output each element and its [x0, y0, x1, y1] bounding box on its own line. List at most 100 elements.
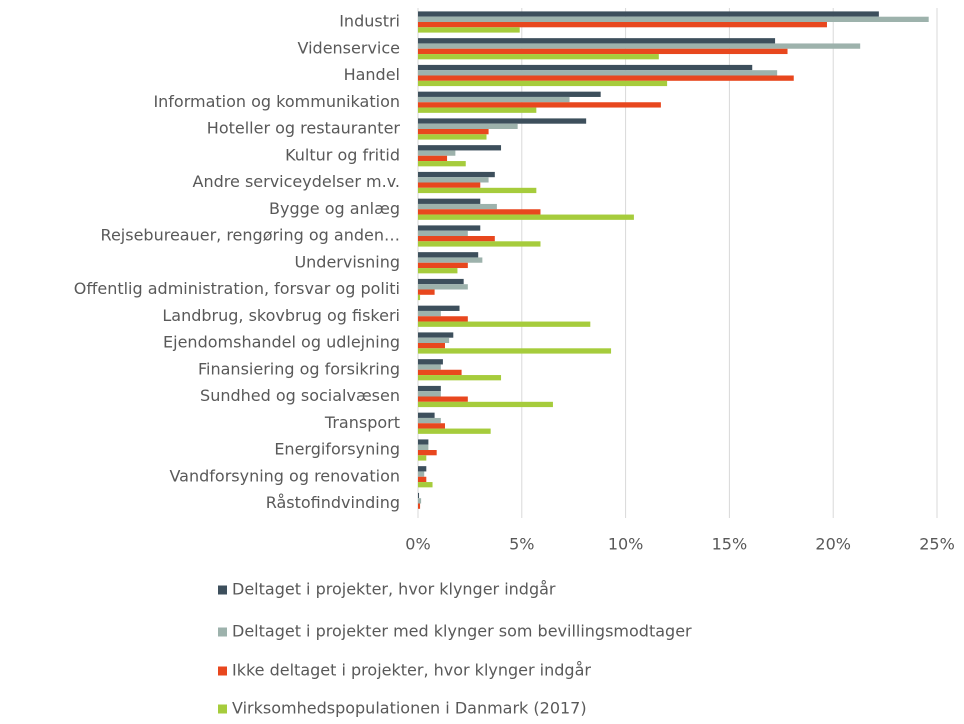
y-tick-label: Kultur og fritid [285, 145, 400, 164]
bar [418, 396, 468, 402]
bar [418, 177, 489, 183]
bar [418, 428, 491, 434]
x-tick-label: 15% [712, 535, 748, 554]
bar [418, 236, 495, 242]
bar [418, 417, 441, 424]
bar [418, 262, 468, 269]
bar [418, 348, 612, 354]
bar [418, 171, 495, 178]
x-tick-label: 0% [405, 535, 430, 554]
y-tick-label: Offentlig administration, forsvar og pol… [74, 279, 400, 298]
bar [418, 134, 487, 140]
bar [418, 503, 421, 509]
y-tick-label: Ejendomshandel og udlejning [163, 333, 400, 352]
bar [418, 182, 481, 188]
bar [418, 38, 776, 44]
legend-label: Ikke deltaget i projekter, hvor klynger … [232, 661, 591, 680]
bar [418, 466, 427, 472]
bar [418, 476, 427, 483]
bar [418, 412, 435, 418]
legend-swatch [218, 666, 227, 676]
bar [418, 145, 502, 151]
bar [418, 482, 433, 488]
bar [418, 91, 601, 97]
y-tick-label: Bygge og anlæg [269, 199, 400, 218]
y-tick-label: Sundhed og socialvæsen [200, 386, 400, 405]
bar [418, 43, 861, 49]
bar [418, 268, 458, 274]
bar [418, 321, 591, 327]
legend-label: Deltaget i projekter med klynger som bev… [232, 622, 692, 641]
bar [418, 22, 827, 28]
bar [418, 423, 445, 429]
bar [418, 16, 929, 22]
bar [418, 107, 537, 113]
y-tick-label: Finansiering og forsikring [198, 359, 400, 378]
bar [418, 230, 468, 236]
bar [418, 257, 483, 263]
bar [418, 492, 420, 499]
bar [418, 102, 661, 108]
y-tick-label: Energiforsyning [274, 440, 400, 459]
bar [418, 129, 489, 135]
bar [418, 54, 659, 60]
bar [418, 27, 520, 33]
bar [418, 209, 541, 215]
bar [418, 294, 421, 301]
x-tick-label: 5% [509, 535, 534, 554]
bar [418, 80, 668, 87]
bar [418, 278, 464, 285]
y-tick-label: Information og kommunikation [153, 92, 400, 111]
y-tick-label: Hoteller og restauranter [207, 119, 401, 138]
bar [418, 359, 443, 365]
bar [418, 252, 479, 258]
bar [418, 316, 468, 322]
bar [418, 225, 481, 231]
bar [418, 118, 587, 124]
y-tick-label: Andre serviceydelser m.v. [193, 172, 400, 191]
bar [418, 369, 462, 376]
legend-swatch [218, 627, 227, 637]
bar [418, 450, 437, 456]
bar [418, 305, 460, 311]
legend-label: Deltaget i projekter, hvor klynger indgå… [232, 580, 556, 599]
y-tick-label: Undervisning [294, 252, 400, 271]
bar [418, 48, 788, 55]
bar [418, 75, 794, 81]
y-tick-label: Industri [339, 12, 400, 31]
bar [418, 375, 502, 381]
bar [418, 161, 466, 167]
bar [418, 150, 456, 156]
bar [418, 439, 429, 445]
y-tick-label: Rejsebureauer, rengøring og anden… [101, 226, 400, 245]
bar [418, 332, 454, 338]
bar [418, 455, 427, 461]
bar [418, 444, 429, 450]
y-tick-label: Landbrug, skovbrug og fiskeri [162, 306, 400, 325]
bar [418, 337, 450, 343]
bar [418, 364, 441, 370]
y-tick-label: Transport [324, 413, 400, 432]
legend-label: Virksomhedspopulationen i Danmark (2017) [232, 699, 587, 718]
y-tick-label: Råstofindvinding [266, 493, 400, 512]
bar [418, 155, 448, 162]
bar [418, 64, 753, 71]
bar [418, 11, 879, 17]
legend-swatch [218, 585, 227, 595]
x-tick-label: 25% [919, 535, 955, 554]
y-tick-label: Handel [344, 65, 400, 84]
bar [418, 203, 497, 210]
bar [418, 284, 468, 290]
bar [418, 343, 445, 349]
bar [418, 187, 537, 194]
x-tick-label: 20% [815, 535, 851, 554]
bar [418, 198, 481, 204]
bar [418, 70, 778, 76]
x-tick-label: 10% [608, 535, 644, 554]
bar [418, 391, 441, 397]
legend-swatch [218, 704, 227, 714]
bar [418, 123, 518, 129]
y-tick-label: Vandforsyning og renovation [169, 466, 400, 485]
bar [418, 310, 441, 317]
